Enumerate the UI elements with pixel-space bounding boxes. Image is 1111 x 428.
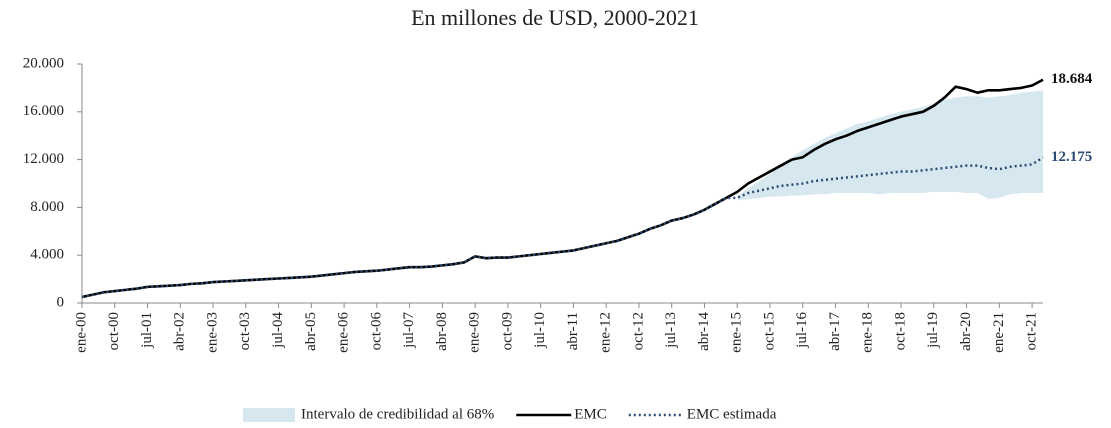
y-tick-label: 16.000	[23, 103, 64, 119]
x-tick-label: jul-04	[270, 312, 286, 349]
legend-label: EMC estimada	[687, 406, 777, 422]
x-tick-label: abr-08	[434, 312, 450, 351]
x-tick-label: jul-07	[401, 312, 417, 349]
x-tick-label: oct-15	[761, 312, 777, 350]
y-tick-label: 12.000	[23, 151, 64, 167]
y-tick-label: 4.000	[30, 247, 64, 263]
x-tick-label: ene-15	[729, 312, 745, 353]
x-tick-label: abr-05	[303, 312, 319, 351]
x-tick-label: abr-11	[565, 312, 581, 350]
x-tick-label: ene-12	[598, 312, 614, 353]
y-tick-label: 8.000	[30, 199, 64, 215]
x-tick-label: ene-00	[73, 312, 89, 353]
x-tick-label: ene-03	[204, 312, 220, 353]
end-value-label: 12.175	[1051, 149, 1092, 165]
x-tick-label: oct-03	[237, 312, 253, 350]
x-tick-label: jul-01	[139, 312, 155, 349]
end-value-label: 18.684	[1051, 71, 1093, 87]
x-tick-label: oct-09	[499, 312, 515, 350]
chart-title: En millones de USD, 2000-2021	[411, 5, 699, 30]
x-tick-label: ene-06	[336, 312, 352, 353]
credibility-band	[737, 90, 1043, 201]
x-tick-label: ene-21	[991, 312, 1007, 353]
legend-swatch	[243, 408, 295, 422]
series-line	[81, 156, 1044, 299]
x-tick-label: oct-18	[892, 312, 908, 350]
x-tick-label: jul-19	[925, 312, 941, 349]
x-tick-label: ene-09	[467, 312, 483, 353]
y-tick-label: 0	[57, 294, 65, 310]
x-tick-label: abr-14	[696, 312, 712, 351]
x-tick-label: oct-12	[630, 312, 646, 350]
legend-label: Intervalo de credibilidad al 68%	[301, 406, 494, 422]
x-tick-label: abr-20	[958, 312, 974, 351]
x-tick-label: jul-13	[663, 312, 679, 349]
x-tick-label: abr-02	[172, 312, 188, 351]
x-tick-label: oct-00	[106, 312, 122, 350]
x-tick-label: jul-10	[532, 312, 548, 349]
x-tick-label: oct-06	[368, 312, 384, 351]
x-tick-label: jul-16	[794, 312, 810, 349]
x-tick-label: abr-17	[827, 312, 843, 351]
x-tick-label: oct-21	[1024, 312, 1040, 350]
y-tick-label: 20.000	[23, 55, 64, 71]
x-tick-label: ene-18	[860, 312, 876, 353]
legend-label: EMC	[574, 406, 607, 422]
